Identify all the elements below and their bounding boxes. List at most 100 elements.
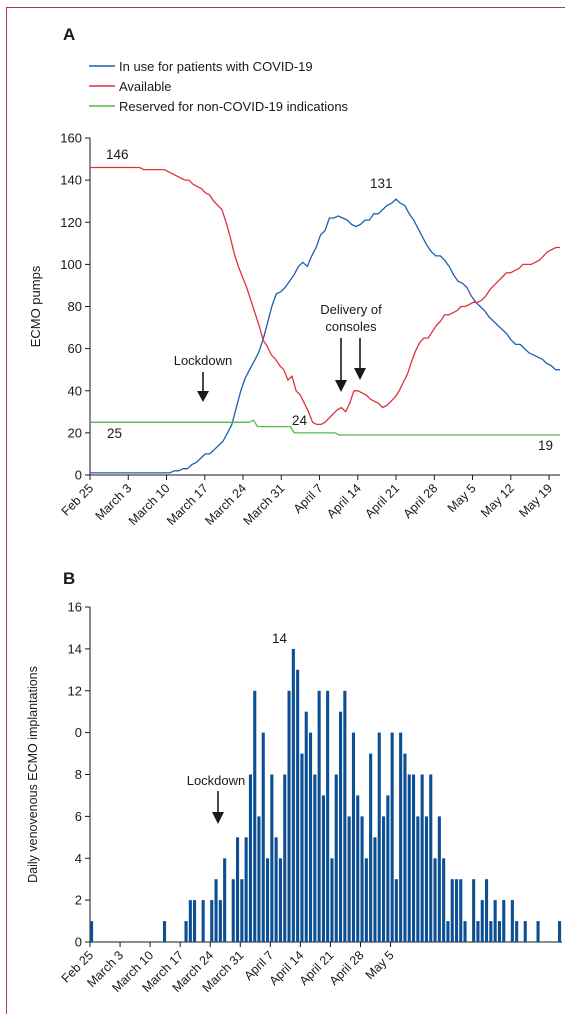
frame-top-border: [6, 7, 565, 8]
bar: [313, 774, 317, 942]
y-tick-label: 16: [68, 600, 82, 615]
bar: [291, 648, 295, 942]
bar: [236, 837, 240, 942]
x-tick-label: March 24: [170, 948, 217, 995]
series-line-in-use-for-patients-with-covid-19: [90, 198, 560, 474]
bar: [218, 900, 222, 942]
bar: [188, 900, 192, 942]
bar: [351, 732, 355, 942]
y-tick-label: 6: [75, 809, 82, 824]
bar: [231, 879, 235, 942]
bar: [257, 816, 261, 942]
bar: [510, 900, 514, 942]
bar: [459, 879, 463, 942]
bar: [373, 837, 377, 942]
x-tick-label: April 7: [291, 481, 326, 516]
y-tick-label: 80: [68, 299, 82, 314]
y-tick-label: 60: [68, 341, 82, 356]
bar: [394, 879, 398, 942]
bar: [497, 921, 501, 942]
bar: [523, 921, 527, 942]
x-tick-label: May 5: [445, 481, 479, 515]
bar: [399, 732, 403, 942]
bar: [210, 900, 214, 942]
label-14: 14: [272, 631, 288, 646]
series-line-reserved-for-non-covid-19-indications: [90, 419, 560, 436]
bar: [296, 669, 300, 942]
bar: [386, 795, 390, 942]
x-tick-label: April 14: [324, 481, 364, 521]
label-19: 19: [538, 438, 553, 453]
bar: [485, 879, 489, 942]
y-tick-label: 0: [75, 725, 82, 740]
legend-entry-2: Available: [119, 79, 172, 94]
x-tick-label: March 10: [109, 948, 156, 995]
legend-entry-1: In use for patients with COVID-19: [119, 59, 313, 74]
bar: [455, 879, 459, 942]
bar: [360, 816, 364, 942]
y-tick-label: 2: [75, 893, 82, 908]
x-tick-label: April 28: [327, 948, 367, 988]
y-tick-label: 14: [68, 641, 82, 656]
legend-entry-3: Reserved for non-COVID-19 indications: [119, 99, 349, 114]
bar: [266, 858, 270, 943]
bar: [536, 921, 540, 942]
bars: [90, 648, 562, 943]
delivery-arrow-1: [335, 338, 347, 392]
x-tick-label: April 14: [267, 948, 307, 988]
series-line-available: [90, 166, 560, 426]
bar: [493, 900, 497, 942]
y-tick-label: 0: [75, 935, 82, 950]
y-tick-label: 12: [68, 683, 82, 698]
x-tick-label: March 31: [241, 481, 288, 528]
bar: [321, 795, 325, 942]
axes: 0 20 40 60 80 100 120 140 160 ECMO pumps Feb 25 Mar…: [28, 131, 560, 528]
bar: [472, 879, 476, 942]
x-tick-label: April 21: [362, 481, 402, 521]
y-tick-label: 100: [60, 257, 82, 272]
bar: [420, 774, 424, 942]
bar: [90, 921, 94, 942]
x-tick-label: April 7: [241, 948, 276, 983]
y-axis-title: Daily venovenous ECMO implantations: [26, 666, 40, 883]
bar: [369, 753, 373, 942]
bar: [248, 774, 252, 942]
bar: [377, 732, 381, 942]
lockdown-label-b: Lockdown: [187, 773, 246, 788]
bar: [489, 921, 493, 942]
bar: [463, 921, 467, 942]
bar: [480, 900, 484, 942]
x-tick-label: May 19: [516, 481, 555, 520]
bar: [261, 732, 265, 942]
bar: [382, 816, 386, 942]
bar: [429, 774, 433, 942]
bar: [412, 774, 416, 942]
bar: [347, 816, 351, 942]
lockdown-label: Lockdown: [174, 353, 233, 368]
bar: [446, 921, 450, 942]
bar: [390, 732, 394, 942]
bar: [515, 921, 519, 942]
panel-b-label: B: [63, 569, 75, 588]
label-24: 24: [292, 413, 308, 428]
y-tick-label: 140: [60, 173, 82, 188]
bar: [416, 816, 420, 942]
bar: [300, 753, 304, 942]
bar: [407, 774, 411, 942]
label-25: 25: [107, 426, 122, 441]
bar: [403, 753, 407, 942]
axes: 0 2 4 6 8 0 12 14 16 Daily venovenous ECMO implan…: [26, 600, 562, 995]
x-tick-label: May 5: [363, 948, 397, 982]
bar: [364, 858, 368, 943]
bar: [163, 921, 167, 942]
bar: [356, 795, 360, 942]
bar: [326, 690, 330, 943]
x-tick-label: May 12: [478, 481, 517, 520]
x-tick-label: March 31: [200, 948, 247, 995]
bar: [244, 837, 248, 942]
x-tick-label: March 17: [140, 948, 187, 995]
x-tick-label: Feb 25: [59, 481, 96, 518]
bar: [287, 690, 291, 943]
bar: [214, 879, 218, 942]
bar: [339, 711, 343, 942]
